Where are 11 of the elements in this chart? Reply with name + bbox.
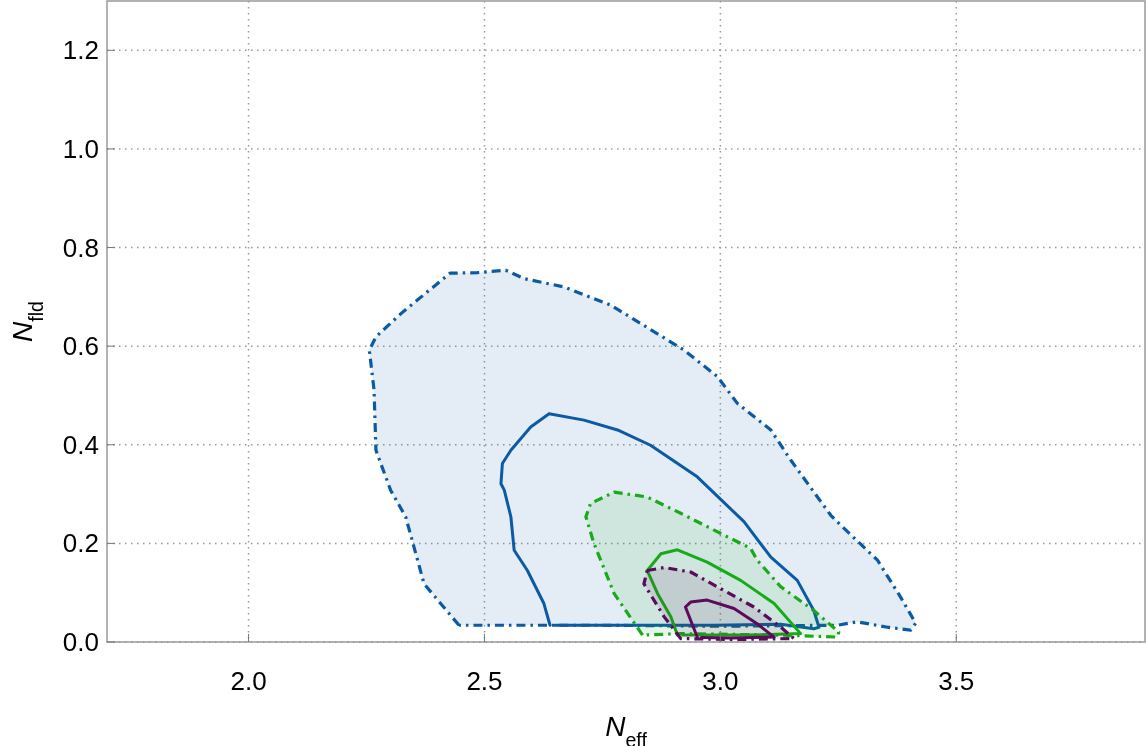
x-tick-label: 3.0: [702, 666, 739, 696]
y-tick-label: 0.4: [62, 429, 99, 460]
y-tick-label: 0.8: [62, 232, 99, 263]
x-tick-label: 2.5: [466, 666, 503, 696]
y-tick-label: 1.0: [62, 133, 99, 164]
x-tick-label: 3.5: [938, 666, 975, 696]
x-tick-label: 2.0: [230, 666, 267, 696]
y-tick-label: 0.2: [62, 528, 99, 559]
y-tick-label: 0.0: [62, 627, 99, 657]
y-tick-label: 1.2: [62, 35, 99, 66]
y-tick-label: 0.6: [62, 331, 99, 362]
